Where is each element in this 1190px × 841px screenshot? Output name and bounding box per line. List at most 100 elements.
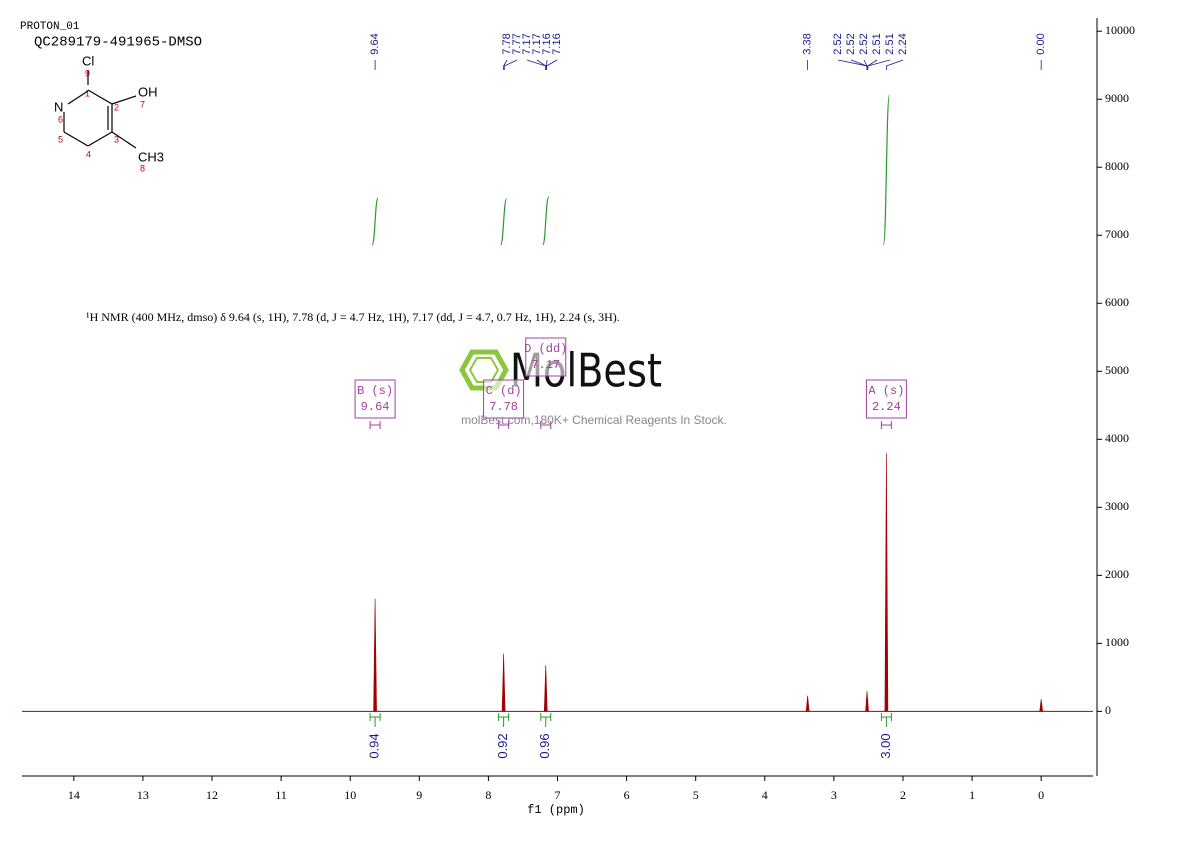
x-tick-label: 0: [1038, 788, 1044, 802]
multiplet-shift: 7.17: [531, 358, 560, 372]
atom-number: 3: [114, 134, 119, 144]
integral-curve: [542, 196, 550, 246]
multiplet-label: D (dd): [524, 342, 567, 356]
x-tick-label: 5: [693, 788, 699, 802]
y-tick-label: 0: [1105, 703, 1111, 717]
multiplet-label: A (s): [868, 384, 904, 398]
y-tick-label: 7000: [1105, 227, 1129, 241]
atom: OH: [138, 84, 158, 99]
integral-label: 3.00: [878, 733, 893, 758]
peak-label-leader: [886, 59, 904, 70]
peak-label: 9.64: [369, 33, 381, 54]
x-tick-label: 8: [485, 788, 491, 802]
bond: [87, 131, 113, 147]
peak-label-leader: [503, 59, 518, 70]
peak: [805, 695, 810, 712]
peak-label-leader: [536, 59, 547, 70]
y-tick-label: 2000: [1105, 567, 1129, 581]
chart-subtitle: QC289179-491965-DMSO: [34, 35, 202, 51]
x-tick-label: 9: [416, 788, 422, 802]
peak-label: 2.51: [884, 33, 896, 54]
multiplet-shift: 2.24: [872, 400, 901, 414]
multiplet-box: [483, 379, 525, 419]
peak-label: 7.17: [521, 33, 533, 54]
peak-label: 2.52: [832, 33, 844, 54]
peak-label: 7.17: [531, 33, 543, 54]
bond: [111, 95, 137, 105]
x-tick-label: 6: [624, 788, 630, 802]
multiplet-range: [540, 421, 552, 429]
description: ¹H NMR (400 MHz, dmso) δ 9.64 (s, 1H), 7…: [86, 310, 620, 324]
multiplet-box: [865, 379, 907, 419]
peak-label: 2.52: [845, 33, 857, 54]
y-tick-label: 3000: [1105, 499, 1129, 513]
y-tick-label: 6000: [1105, 295, 1129, 309]
atom-number: 5: [58, 134, 63, 144]
structure: [63, 70, 137, 149]
integral-bracket: [369, 713, 381, 727]
x-tick-label: 2: [900, 788, 906, 802]
peak: [865, 690, 869, 712]
atom-number: 7: [140, 99, 145, 109]
multiplet-label: C (d): [486, 384, 522, 398]
bond: [111, 131, 137, 149]
chart-title: PROTON_01: [20, 21, 80, 33]
integral-curve: [882, 94, 890, 246]
integral-curve: [500, 198, 508, 246]
x-tick-label: 4: [762, 788, 768, 802]
peak-label-leader: [863, 59, 868, 70]
bond: [87, 89, 113, 105]
bond: [63, 131, 89, 147]
integral-bracket: [880, 713, 892, 727]
peak-label: 2.52: [858, 33, 870, 54]
multiplet-shift: 7.78: [489, 400, 518, 414]
integral-label: 0.94: [367, 733, 382, 758]
x-tick-label: 14: [68, 788, 80, 802]
x-axis-label: f1 (ppm): [527, 803, 585, 817]
multiplet-label: B (s): [357, 384, 393, 398]
peak: [543, 665, 548, 712]
atom-number: 2: [114, 102, 119, 112]
watermark: MolBest molBest.com,180K+ Chemical Reage…: [459, 344, 727, 427]
multiplet-range: [498, 421, 510, 429]
x-tick-label: 1: [969, 788, 975, 802]
atom-number: 1: [85, 88, 90, 98]
atom-number: 4: [86, 149, 91, 159]
integral-label: 0.96: [537, 733, 552, 758]
atom-number: 8: [140, 163, 145, 173]
integral-label: 0.92: [495, 733, 510, 758]
x-tick-label: 10: [344, 788, 356, 802]
watermark-tagline: molBest.com,180K+ Chemical Reagents In S…: [461, 413, 727, 427]
peak-label: 2.51: [871, 33, 883, 54]
multiplet-range: [880, 421, 892, 429]
y-tick-label: 5000: [1105, 363, 1129, 377]
y-tick-label: 4000: [1105, 431, 1129, 445]
multiplet-shift: 9.64: [361, 400, 390, 414]
integral-curve: [371, 197, 379, 246]
x-tick-label: 11: [275, 788, 287, 802]
integral-bracket: [540, 713, 552, 727]
peak-label: 7.78: [501, 33, 513, 54]
logo: [459, 349, 509, 391]
peak-label-leader: [867, 59, 891, 70]
peak-label: 7.16: [541, 33, 553, 54]
multiplet-box: [354, 379, 396, 419]
y-tick-label: 10000: [1105, 23, 1135, 37]
y-tick-label: 9000: [1105, 91, 1129, 105]
atom: Cl: [82, 53, 94, 68]
atom-number: 6: [58, 114, 63, 124]
peak: [373, 598, 377, 712]
x-tick-label: 12: [206, 788, 218, 802]
peak-label-leader: [546, 59, 558, 70]
atom-number: 9: [85, 68, 90, 78]
atom: N: [54, 99, 63, 114]
x-tick-label: 3: [831, 788, 837, 802]
multiplet-box: [525, 337, 567, 377]
structure-atoms: Cl OH N CH3: [54, 53, 164, 164]
integral-bracket: [498, 713, 510, 727]
peak-label: 7.16: [551, 33, 563, 54]
peak-label: 0.00: [1035, 33, 1047, 54]
bond: [67, 90, 89, 105]
